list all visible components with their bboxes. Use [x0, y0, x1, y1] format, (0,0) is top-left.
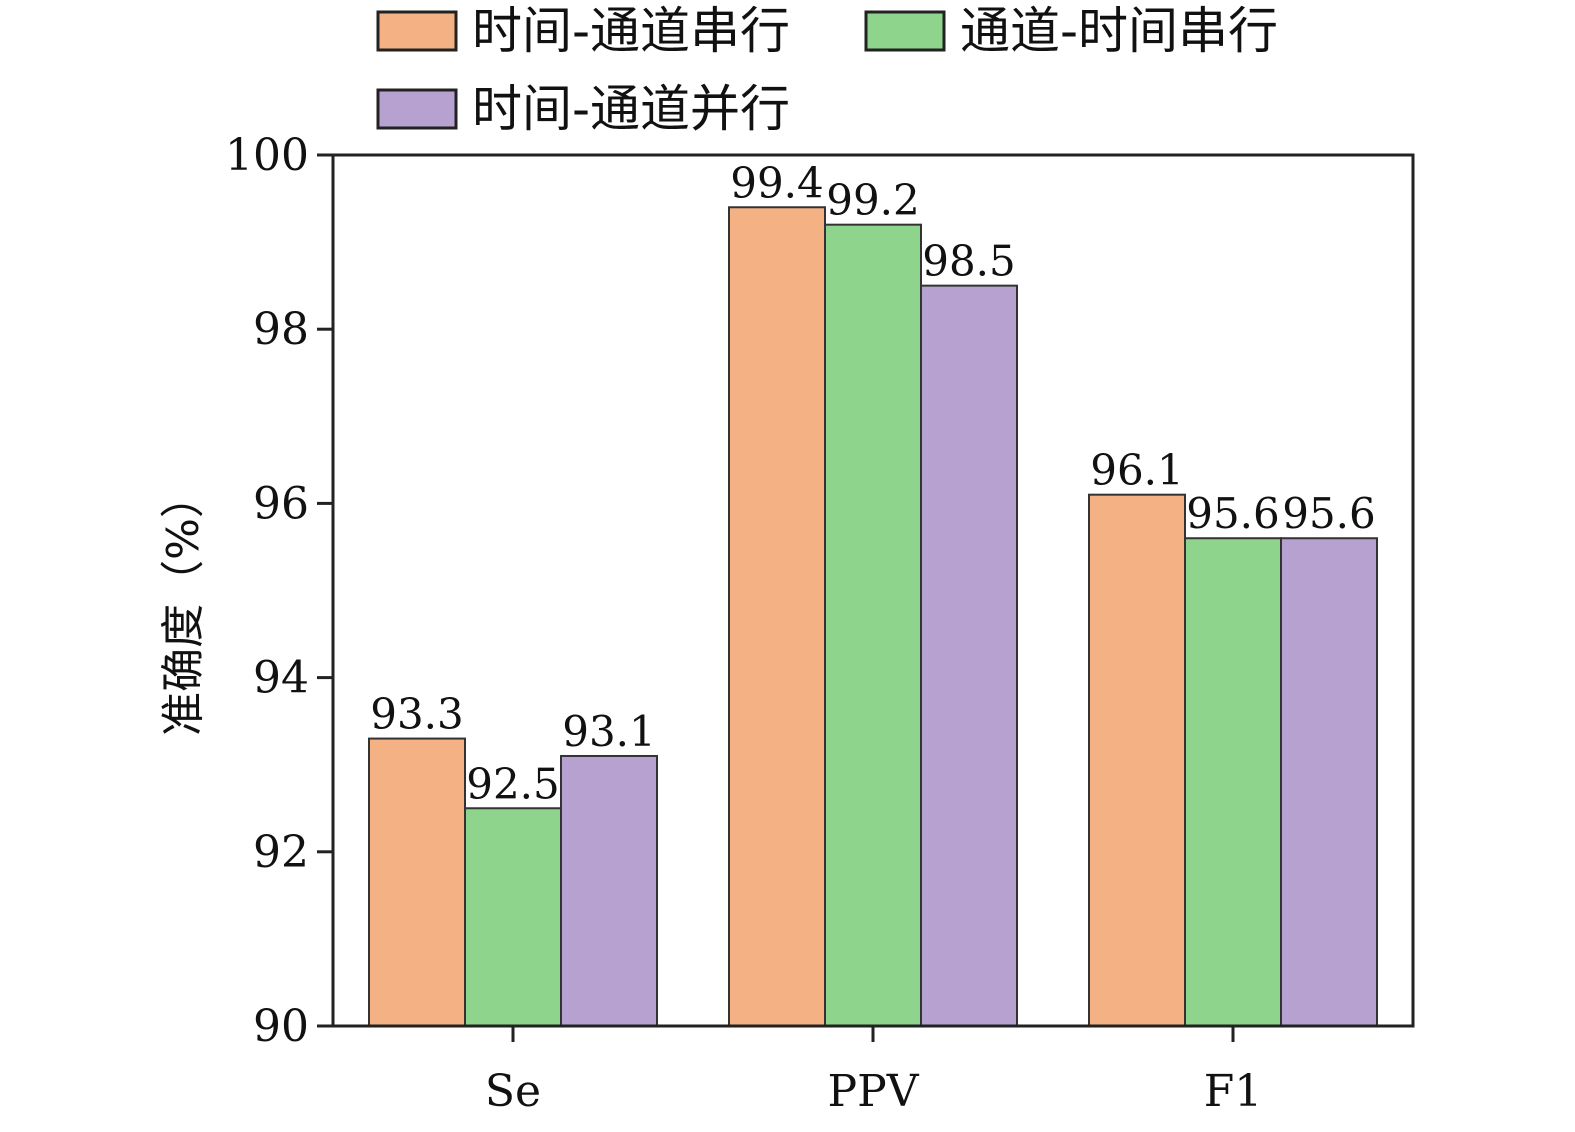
- bar: [464, 807, 562, 1027]
- data-label: 99.4: [730, 158, 824, 207]
- data-label: 95.6: [1186, 489, 1280, 538]
- y-tick-label: 92: [253, 827, 309, 878]
- y-tick-label: 96: [253, 478, 309, 529]
- bar: [920, 284, 1018, 1027]
- x-tick-label: F1: [1204, 1066, 1263, 1117]
- legend-swatch: [864, 10, 946, 52]
- legend-label: 时间-通道并行: [472, 80, 790, 138]
- data-label: 93.3: [370, 690, 464, 739]
- data-label: 99.2: [826, 176, 920, 225]
- data-label: 95.6: [1282, 489, 1376, 538]
- x-tick-label: PPV: [828, 1066, 920, 1117]
- legend-label: 时间-通道串行: [472, 2, 790, 60]
- y-tick-label: 100: [225, 130, 309, 181]
- data-label: 96.1: [1090, 446, 1184, 495]
- bar: [824, 223, 922, 1027]
- bar: [1280, 537, 1378, 1027]
- bar: [1088, 493, 1186, 1027]
- bar: [368, 737, 466, 1027]
- y-tick-label: 94: [253, 653, 309, 704]
- data-label: 93.1: [562, 707, 656, 756]
- y-tick-label: 90: [253, 1001, 309, 1052]
- y-tick-label: 98: [253, 304, 309, 355]
- legend-label: 通道-时间串行: [960, 2, 1278, 60]
- legend-swatch: [376, 10, 458, 52]
- axes-group: 90 92 94 96 98 100 Se PPV F1: [225, 130, 1415, 1117]
- x-tick-label: Se: [485, 1066, 541, 1117]
- bar: [560, 754, 658, 1027]
- bars-group: [368, 206, 1378, 1027]
- data-label: 92.5: [466, 759, 560, 808]
- bar: [728, 206, 826, 1027]
- legend-swatch: [376, 88, 458, 130]
- bar: [1184, 537, 1282, 1027]
- y-axis-title: 准确度（%）: [158, 474, 209, 736]
- data-label: 98.5: [922, 237, 1016, 286]
- data-labels-group: 93.392.593.199.4 99.298.596.195.6 95.6: [370, 158, 1376, 808]
